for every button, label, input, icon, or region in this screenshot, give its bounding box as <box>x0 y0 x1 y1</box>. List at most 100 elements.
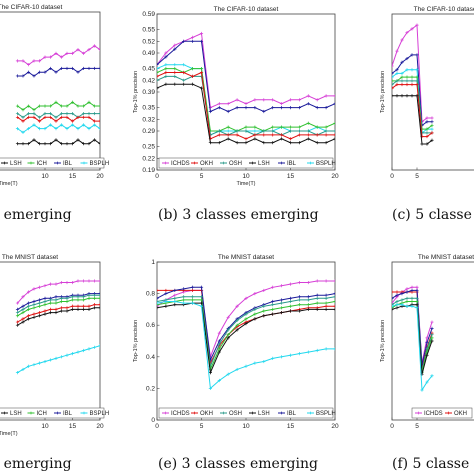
data-point-bsplh <box>400 303 404 307</box>
data-point-ichds <box>199 31 204 36</box>
data-point-ich <box>333 121 335 125</box>
data-point-osh <box>182 295 186 299</box>
data-point-ichds <box>173 43 177 47</box>
data-point-okh <box>297 133 301 137</box>
series-line-bsplh <box>17 124 100 134</box>
data-point-ich <box>306 121 310 125</box>
data-point-lsh <box>87 307 91 311</box>
y-tick-label: 0.49 <box>142 50 155 57</box>
data-point-okh <box>430 131 434 135</box>
data-point-osh <box>244 129 248 133</box>
data-point-lsh <box>182 82 186 86</box>
data-point-ibl <box>173 288 177 293</box>
data-point-osh <box>43 299 47 304</box>
data-point-bsplh <box>199 304 204 308</box>
legend-marker-lsh <box>3 411 6 415</box>
data-point-osh <box>405 296 409 300</box>
legend-label-lsh: LSH <box>10 411 22 417</box>
data-point-ichds <box>315 279 319 283</box>
data-point-ich <box>37 304 42 308</box>
x-tick-label: 20 <box>96 173 104 180</box>
data-point-osh <box>297 298 301 302</box>
data-point-ichds <box>15 301 20 305</box>
data-point-lsh <box>400 94 404 98</box>
data-point-okh <box>98 119 100 123</box>
data-point-ibl <box>15 74 20 78</box>
data-point-ibl <box>271 106 275 110</box>
y-axis-label: Top-1% precision <box>133 320 139 362</box>
data-point-ibl <box>43 296 47 300</box>
data-point-okh <box>21 119 25 123</box>
data-point-okh <box>76 304 80 308</box>
data-point-ich <box>32 108 36 112</box>
data-point-ibl <box>395 68 399 72</box>
data-point-okh <box>164 70 168 75</box>
data-point-okh <box>244 137 248 141</box>
data-point-ibl <box>405 56 409 61</box>
data-point-bsplh <box>98 344 100 348</box>
data-point-ichds <box>76 279 80 283</box>
data-point-ich <box>26 307 31 311</box>
caption-d: s emerging <box>0 456 72 472</box>
data-point-ibl <box>217 106 221 110</box>
legend-label-bsplh: BSPLH <box>316 411 336 417</box>
data-point-osh <box>98 111 100 116</box>
y-tick-label: 0.32 <box>142 116 155 123</box>
data-point-ich <box>244 125 248 129</box>
x-tick-label: 15 <box>287 173 295 180</box>
data-point-ich <box>217 347 221 351</box>
data-point-bsplh <box>173 299 177 304</box>
data-point-ibl <box>235 106 239 110</box>
data-point-ichds <box>54 51 58 55</box>
data-point-okh <box>392 86 394 90</box>
data-point-bsplh <box>48 358 53 362</box>
x-tick-label: 15 <box>69 173 77 180</box>
data-point-okh <box>217 133 221 137</box>
data-point-lsh <box>253 137 257 141</box>
data-point-ich <box>271 307 275 311</box>
data-point-osh <box>405 79 409 83</box>
data-point-ibl <box>226 109 230 114</box>
legend-marker-bsplh <box>309 161 312 165</box>
data-point-okh <box>59 115 64 119</box>
chart-title: The MNIST dataset <box>2 254 58 261</box>
data-point-osh <box>288 299 293 304</box>
data-point-lsh <box>15 323 20 327</box>
legend-label-osh: OSH <box>229 411 242 417</box>
data-point-lsh <box>420 142 424 146</box>
data-point-okh <box>191 74 195 78</box>
data-point-ichds <box>173 293 177 297</box>
data-point-okh <box>405 82 409 87</box>
data-point-ichds <box>253 292 257 296</box>
data-point-lsh <box>37 142 42 146</box>
data-point-ibl <box>98 292 100 296</box>
data-point-osh <box>76 295 80 299</box>
data-point-lsh <box>191 82 195 86</box>
data-point-lsh <box>235 141 239 145</box>
data-point-ichds <box>70 51 75 55</box>
data-point-ichds <box>288 98 293 102</box>
series-line-ich <box>17 297 100 317</box>
legend-label-okh: OKH <box>200 161 213 167</box>
data-point-ich <box>65 299 69 304</box>
data-point-lsh <box>70 307 75 311</box>
x-tick-label: 20 <box>96 423 104 430</box>
data-point-osh <box>199 295 204 299</box>
data-point-okh <box>81 115 86 119</box>
data-point-ichds <box>333 94 335 98</box>
data-point-bsplh <box>43 127 47 131</box>
data-point-ich <box>405 75 409 79</box>
data-point-ichds <box>280 284 284 288</box>
data-point-ibl <box>48 66 53 71</box>
data-point-ich <box>87 100 91 104</box>
data-point-lsh <box>306 137 310 141</box>
data-point-okh <box>26 115 31 119</box>
data-point-ich <box>157 70 159 75</box>
data-point-ich <box>48 301 53 305</box>
data-point-osh <box>395 79 399 83</box>
plot-frame <box>0 11 101 171</box>
data-point-okh <box>37 119 42 123</box>
data-point-ichds <box>37 285 42 289</box>
data-point-bsplh <box>15 371 20 375</box>
data-point-ichds <box>15 59 20 63</box>
